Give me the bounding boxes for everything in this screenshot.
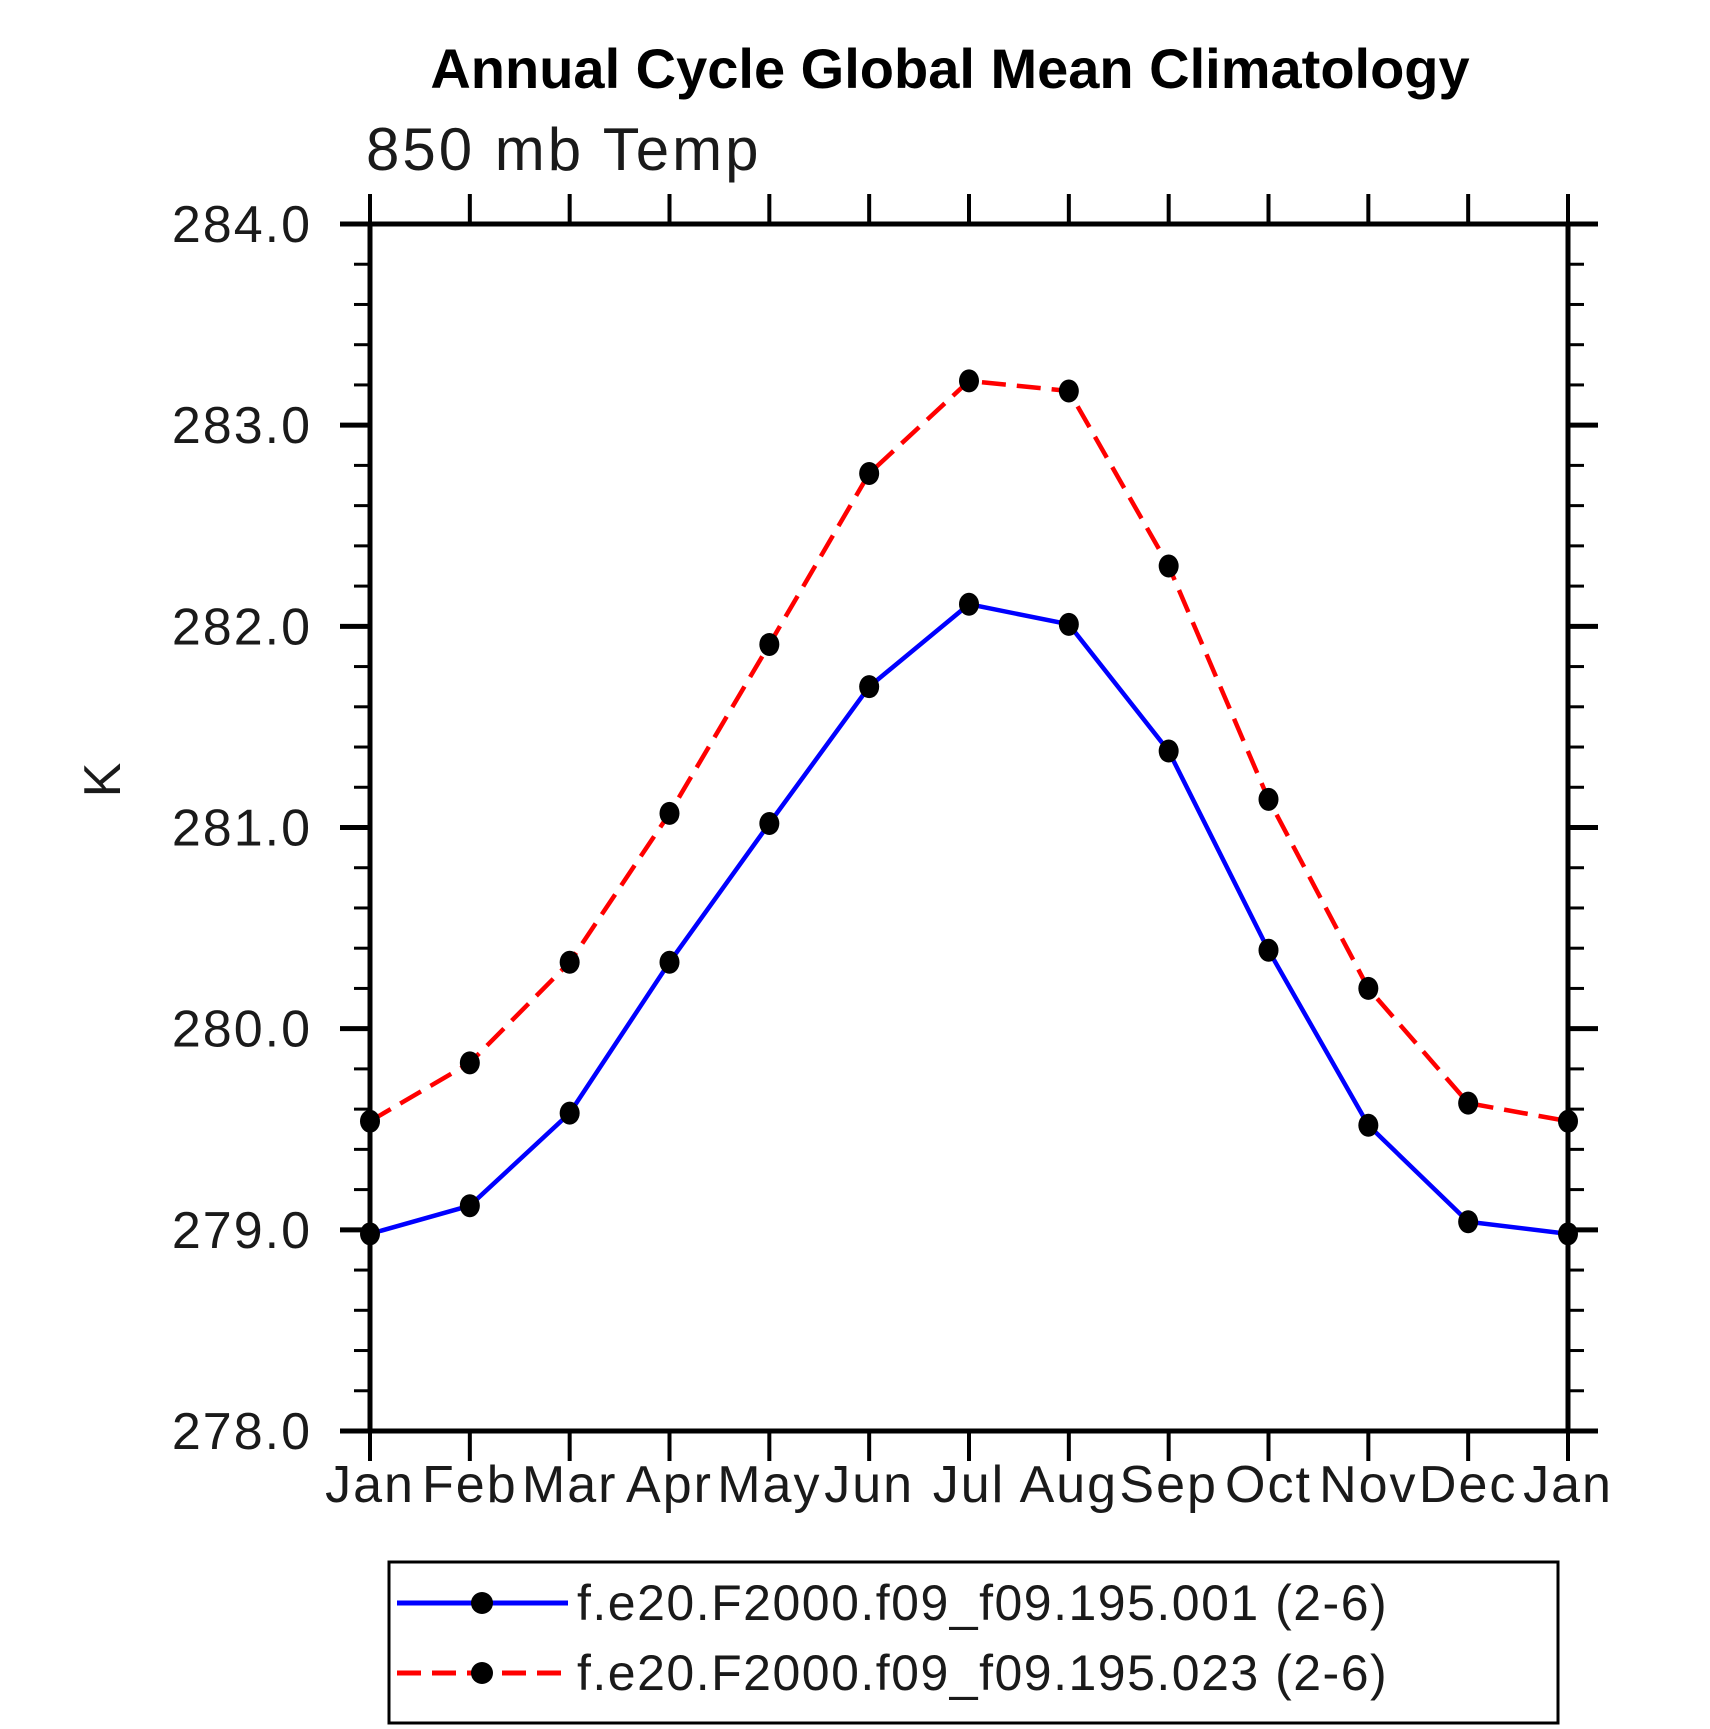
x-tick-label: Dec — [1419, 1456, 1517, 1514]
y-tick-label: 279.0 — [172, 1202, 312, 1260]
legend-marker-1 — [471, 1592, 493, 1614]
series-2-marker — [859, 461, 880, 485]
series-2-marker — [959, 369, 979, 393]
series-1-marker — [559, 1101, 580, 1125]
chart-title: Annual Cycle Global Mean Climatology — [430, 37, 1469, 100]
data-series — [360, 369, 1578, 1246]
y-tick-label: 283.0 — [172, 397, 312, 455]
series-2-marker — [1458, 1091, 1479, 1115]
series-1-marker — [859, 675, 880, 699]
series-2-marker — [559, 950, 580, 974]
series-2-marker — [1258, 787, 1279, 811]
legend-label-2: f.e20.F2000.f09_f09.195.023 (2-6) — [577, 1645, 1388, 1701]
y-axis-label: K — [74, 762, 132, 797]
x-tick-label: Feb — [422, 1456, 518, 1514]
plot-frame — [367, 221, 1571, 1434]
y-tick-label: 281.0 — [172, 800, 312, 858]
series-1-marker — [1458, 1210, 1479, 1234]
y-tick-label: 282.0 — [172, 598, 312, 656]
series-2-marker — [1058, 379, 1079, 403]
series-1-marker — [759, 811, 780, 835]
x-tick-label: Apr — [626, 1456, 713, 1514]
series-2-marker — [659, 801, 680, 825]
legend: f.e20.F2000.f09_f09.195.001 (2-6) f.e20.F… — [387, 1560, 1560, 1725]
legend-marker-2 — [471, 1662, 493, 1684]
chart-subtitle: 850 mb Temp — [366, 116, 761, 183]
x-tick-label: Jul — [933, 1456, 1005, 1514]
series-2-marker — [1358, 976, 1379, 1000]
series-2-marker — [459, 1051, 480, 1075]
y-tick-label: 280.0 — [172, 1001, 312, 1059]
series-1-marker — [1358, 1113, 1379, 1137]
series-1-marker — [1258, 938, 1279, 962]
series-1-marker — [1158, 739, 1179, 763]
legend-box — [387, 1560, 1560, 1725]
y-tick-label: 278.0 — [172, 1403, 312, 1461]
legend-label-1: f.e20.F2000.f09_f09.195.001 (2-6) — [577, 1575, 1388, 1631]
x-tick-label: Nov — [1319, 1456, 1417, 1514]
y-tick-label: 284.0 — [172, 196, 312, 254]
x-tick-label: Mar — [522, 1456, 618, 1514]
series-line-1 — [369, 601, 1569, 1237]
series-2-marker — [759, 632, 780, 656]
series-line-2 — [368, 378, 1569, 1124]
x-tick-label: May — [717, 1456, 821, 1514]
x-tick-label: Oct — [1225, 1456, 1312, 1514]
x-tick-label: Jun — [824, 1456, 914, 1514]
x-tick-label: Aug — [1020, 1456, 1119, 1514]
series-1-marker — [659, 950, 680, 974]
x-tick-label: Jan — [1523, 1456, 1613, 1514]
series-1-marker — [959, 592, 979, 616]
x-tick-label: Sep — [1119, 1456, 1218, 1514]
series-1-marker — [459, 1194, 480, 1218]
x-tick-label: Jan — [325, 1456, 415, 1514]
series-1-marker — [1058, 612, 1079, 636]
series-2-marker — [1158, 554, 1179, 578]
